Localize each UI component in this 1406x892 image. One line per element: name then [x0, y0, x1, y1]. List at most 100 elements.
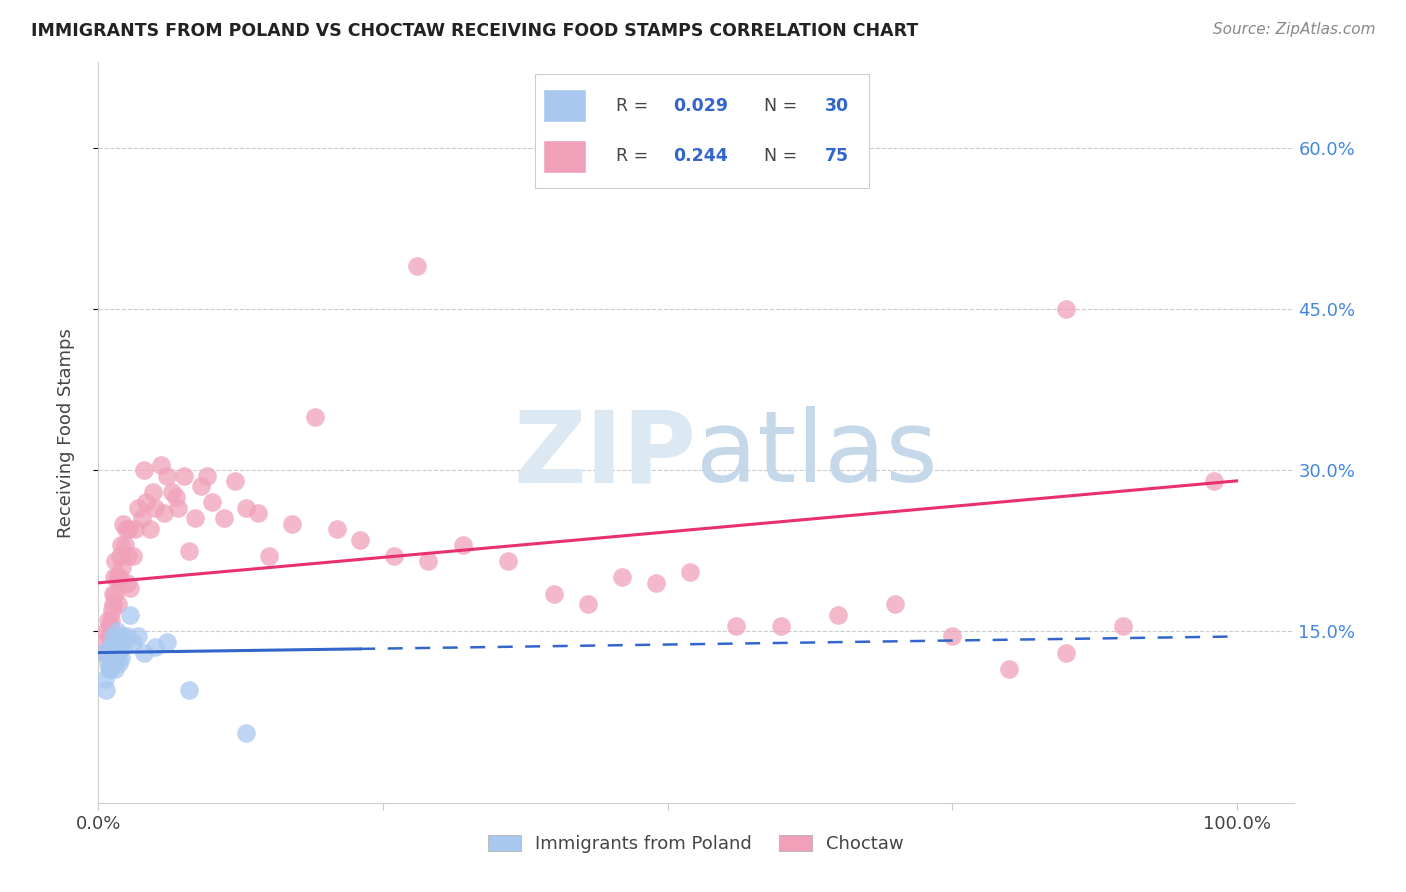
Point	[224, 474, 246, 488]
Point	[108, 570, 131, 584]
Point	[1054, 302, 1077, 317]
Point	[576, 597, 599, 611]
Point	[104, 635, 127, 649]
Point	[96, 614, 118, 628]
Legend: Immigrants from Poland, Choctaw: Immigrants from Poland, Choctaw	[481, 828, 911, 861]
Point	[110, 538, 132, 552]
Point	[132, 646, 155, 660]
Point	[770, 619, 793, 633]
Point	[107, 646, 129, 660]
Point	[103, 570, 125, 584]
Point	[645, 575, 668, 590]
Point	[104, 662, 127, 676]
Point	[127, 630, 149, 644]
Point	[98, 662, 121, 676]
Point	[418, 554, 440, 568]
Point	[117, 549, 139, 563]
Point	[104, 554, 127, 568]
Text: ZIP: ZIP	[513, 407, 696, 503]
Point	[143, 500, 166, 515]
Point	[112, 640, 135, 655]
Point	[107, 597, 129, 611]
Point	[884, 597, 907, 611]
Point	[190, 479, 212, 493]
FancyBboxPatch shape	[534, 73, 869, 188]
Point	[115, 575, 138, 590]
Point	[382, 549, 405, 563]
Point	[112, 516, 135, 531]
Point	[1202, 474, 1225, 488]
Point	[201, 495, 224, 509]
Text: N =: N =	[754, 96, 803, 115]
Point	[104, 586, 127, 600]
Point	[93, 646, 115, 660]
Point	[153, 506, 176, 520]
Point	[101, 640, 124, 655]
Text: IMMIGRANTS FROM POLAND VS CHOCTAW RECEIVING FOOD STAMPS CORRELATION CHART: IMMIGRANTS FROM POLAND VS CHOCTAW RECEIV…	[31, 22, 918, 40]
Point	[94, 646, 117, 660]
FancyBboxPatch shape	[543, 139, 586, 173]
Point	[156, 635, 179, 649]
Point	[138, 522, 160, 536]
Point	[110, 651, 132, 665]
Point	[96, 683, 118, 698]
Point	[121, 635, 143, 649]
Point	[142, 484, 165, 499]
Point	[124, 522, 146, 536]
Point	[235, 500, 257, 515]
Point	[120, 581, 142, 595]
Point	[406, 260, 429, 274]
Point	[135, 495, 157, 509]
Point	[103, 597, 125, 611]
Point	[93, 635, 115, 649]
FancyBboxPatch shape	[543, 89, 586, 122]
Point	[94, 673, 117, 687]
Point	[111, 630, 134, 644]
Point	[1054, 646, 1077, 660]
Point	[98, 640, 121, 655]
Point	[257, 549, 280, 563]
Point	[451, 538, 474, 552]
Point	[100, 651, 122, 665]
Point	[121, 549, 143, 563]
Text: Source: ZipAtlas.com: Source: ZipAtlas.com	[1212, 22, 1375, 37]
Point	[105, 570, 128, 584]
Point	[173, 468, 195, 483]
Point	[235, 726, 257, 740]
Point	[304, 409, 326, 424]
Point	[111, 559, 134, 574]
Point	[941, 630, 963, 644]
Point	[156, 468, 179, 483]
Text: 0.244: 0.244	[673, 147, 728, 165]
Point	[326, 522, 349, 536]
Text: 75: 75	[825, 147, 849, 165]
Point	[115, 630, 138, 644]
Point	[97, 630, 120, 644]
Point	[108, 549, 131, 563]
Y-axis label: Receiving Food Stamps: Receiving Food Stamps	[56, 327, 75, 538]
Point	[131, 511, 153, 525]
Point	[496, 554, 519, 568]
Text: 30: 30	[825, 96, 849, 115]
Point	[100, 614, 122, 628]
Point	[103, 646, 125, 660]
Point	[610, 570, 633, 584]
Point	[349, 533, 371, 547]
Text: R =: R =	[616, 96, 654, 115]
Point	[120, 607, 142, 622]
Point	[103, 657, 125, 671]
Point	[103, 630, 125, 644]
Point	[195, 468, 218, 483]
Point	[114, 538, 136, 552]
Point	[1112, 619, 1135, 633]
Point	[132, 463, 155, 477]
Point	[281, 516, 304, 531]
Point	[724, 619, 747, 633]
Text: N =: N =	[754, 147, 803, 165]
Text: R =: R =	[616, 147, 654, 165]
Point	[246, 506, 269, 520]
Text: 0.029: 0.029	[673, 96, 728, 115]
Point	[127, 500, 149, 515]
Point	[97, 662, 120, 676]
Point	[827, 607, 849, 622]
